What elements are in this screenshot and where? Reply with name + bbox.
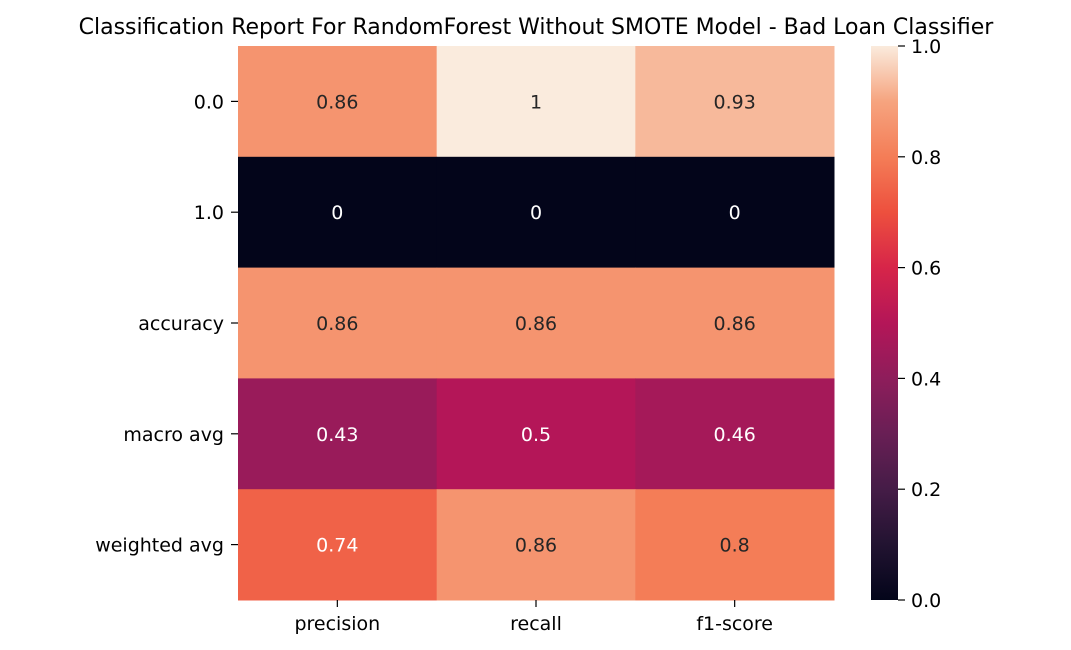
heatmap-cell xyxy=(635,267,835,379)
cell-annotation: 0.93 xyxy=(714,91,756,113)
heatmap-cell xyxy=(635,156,835,269)
chart-title: Classification Report For RandomForest W… xyxy=(79,15,995,40)
heatmap-cells: 0.86 1 0.93 0 0 0 0.86 0.86 0.86 0.43 0.5 0.46 0.74 0… xyxy=(238,46,835,601)
heatmap-cell xyxy=(436,489,636,601)
heatmap-cell xyxy=(635,378,835,490)
row-label: macro avg xyxy=(123,424,224,446)
row-labels: 0.0 1.0 accuracy macro avg weighted avg xyxy=(95,91,238,557)
colorbar-ticks: 0.0 0.2 0.4 0.6 0.8 1.0 xyxy=(898,36,941,612)
heatmap-cell xyxy=(436,156,636,269)
column-label: f1-score xyxy=(696,613,773,635)
heatmap-cell xyxy=(436,46,636,158)
heatmap-cell xyxy=(436,378,636,490)
cell-annotation: 0.86 xyxy=(515,535,557,557)
row-label: weighted avg xyxy=(95,535,224,557)
column-label: recall xyxy=(510,613,562,635)
heatmap-cell xyxy=(238,267,438,379)
column-labels: precision recall f1-score xyxy=(294,600,773,635)
cell-annotation: 0.43 xyxy=(316,424,358,446)
cell-annotation: 1 xyxy=(530,91,542,113)
colorbar-tick-label: 0.8 xyxy=(911,147,941,169)
row-label: accuracy xyxy=(138,313,224,335)
heatmap-cell xyxy=(635,489,835,601)
colorbar-tick-label: 0.6 xyxy=(911,258,941,280)
row-label: 0.0 xyxy=(194,91,224,113)
row-label: 1.0 xyxy=(194,202,224,224)
cell-annotation: 0 xyxy=(729,202,741,224)
cell-annotation: 0.86 xyxy=(316,91,358,113)
cell-annotation: 0.86 xyxy=(316,313,358,335)
colorbar-tick-label: 0.2 xyxy=(911,479,941,501)
cell-annotation: 0.74 xyxy=(316,535,358,557)
colorbar xyxy=(871,46,898,600)
heatmap-cell xyxy=(238,156,438,269)
heatmap-cell xyxy=(238,489,438,601)
column-label: precision xyxy=(294,613,380,635)
heatmap-cell xyxy=(238,378,438,490)
cell-annotation: 0.86 xyxy=(714,313,756,335)
cell-annotation: 0.86 xyxy=(515,313,557,335)
cell-annotation: 0 xyxy=(530,202,542,224)
cell-annotation: 0 xyxy=(331,202,343,224)
cell-annotation: 0.8 xyxy=(720,535,750,557)
colorbar-tick-label: 1.0 xyxy=(911,36,941,58)
colorbar-tick-label: 0.0 xyxy=(911,590,941,612)
heatmap-cell xyxy=(436,267,636,379)
cell-annotation: 0.5 xyxy=(521,424,551,446)
cell-annotation: 0.46 xyxy=(714,424,756,446)
heatmap-cell xyxy=(238,46,438,158)
heatmap-cell xyxy=(635,46,835,158)
colorbar-tick-label: 0.4 xyxy=(911,368,941,390)
